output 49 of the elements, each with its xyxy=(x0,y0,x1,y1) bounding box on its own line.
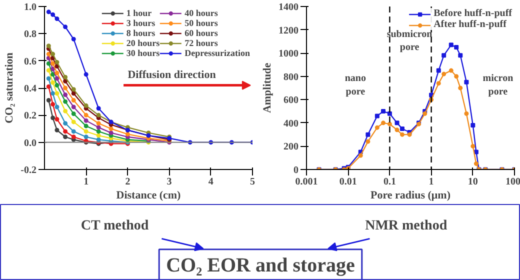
x-tick-label: 4 xyxy=(208,176,214,188)
x-tick-label: 2 xyxy=(125,176,130,188)
x-tick-label: 5 xyxy=(250,176,255,188)
legend-label: 8 hours xyxy=(126,28,156,38)
y-axis-title: Amplitude xyxy=(262,62,274,114)
y-tick-label: 600 xyxy=(284,95,298,106)
y-tick-label: 1.0 xyxy=(24,2,36,13)
x-tick-label: 0.001 xyxy=(295,176,318,188)
y-axis-title: CO₂ saturation xyxy=(4,52,16,124)
legend-label: Before huff-n-puff xyxy=(434,8,512,19)
legend-label: 30 hours xyxy=(126,48,160,58)
x-axis-title: Distance (cm) xyxy=(116,190,182,202)
x-tick-label: 100 xyxy=(506,176,520,188)
text: CT method xyxy=(80,218,149,234)
legend-label: 3 hours xyxy=(126,18,156,28)
y-tick-label: 0.2 xyxy=(24,110,36,122)
text: CO₂ EOR and storage xyxy=(166,254,356,276)
y-tick-label: 200 xyxy=(284,142,298,153)
y-tick-label: 400 xyxy=(284,118,298,130)
annotation: nano pore xyxy=(344,73,366,98)
y-tick-label: 1000 xyxy=(278,48,298,60)
y-tick-label: 0.0 xyxy=(24,138,36,149)
x-tick-label: 3 xyxy=(166,176,172,188)
y-tick-label: 800 xyxy=(284,72,298,83)
x-tick-label: 10 xyxy=(468,176,478,188)
legend-label: After huff-n-puff xyxy=(434,19,506,30)
x-axis-title: Pore radius (μm) xyxy=(370,190,451,202)
annotation: submicron pore xyxy=(386,28,433,54)
text: NMR method xyxy=(365,218,448,234)
y-tick-label: 0 xyxy=(294,165,298,176)
legend-label: 72 hours xyxy=(184,38,218,48)
x-tick-label: 1 xyxy=(428,176,434,188)
annotation: micron pore xyxy=(482,73,514,98)
annotation: Diffusion direction xyxy=(128,69,216,82)
legend-label: Depressurization xyxy=(184,48,250,58)
x-tick-label: 1 xyxy=(84,176,89,188)
legend-label: 40 hours xyxy=(184,8,218,18)
y-tick-label: -0.2 xyxy=(20,165,37,176)
legend-label: 50 hours xyxy=(184,18,218,28)
y-tick-label: 0.4 xyxy=(24,84,36,94)
y-tick-label: 0.8 xyxy=(24,29,36,40)
y-tick-label: 0.6 xyxy=(24,56,36,68)
x-tick-label: 0.01 xyxy=(339,176,357,188)
legend-label: 60 hours xyxy=(184,28,218,38)
x-tick-label: 0.1 xyxy=(383,176,396,188)
y-tick-label: 1200 xyxy=(278,25,298,36)
legend-label: 20 hours xyxy=(126,38,160,48)
y-tick-label: 1400 xyxy=(278,2,298,13)
legend-label: 1 hour xyxy=(126,8,152,18)
